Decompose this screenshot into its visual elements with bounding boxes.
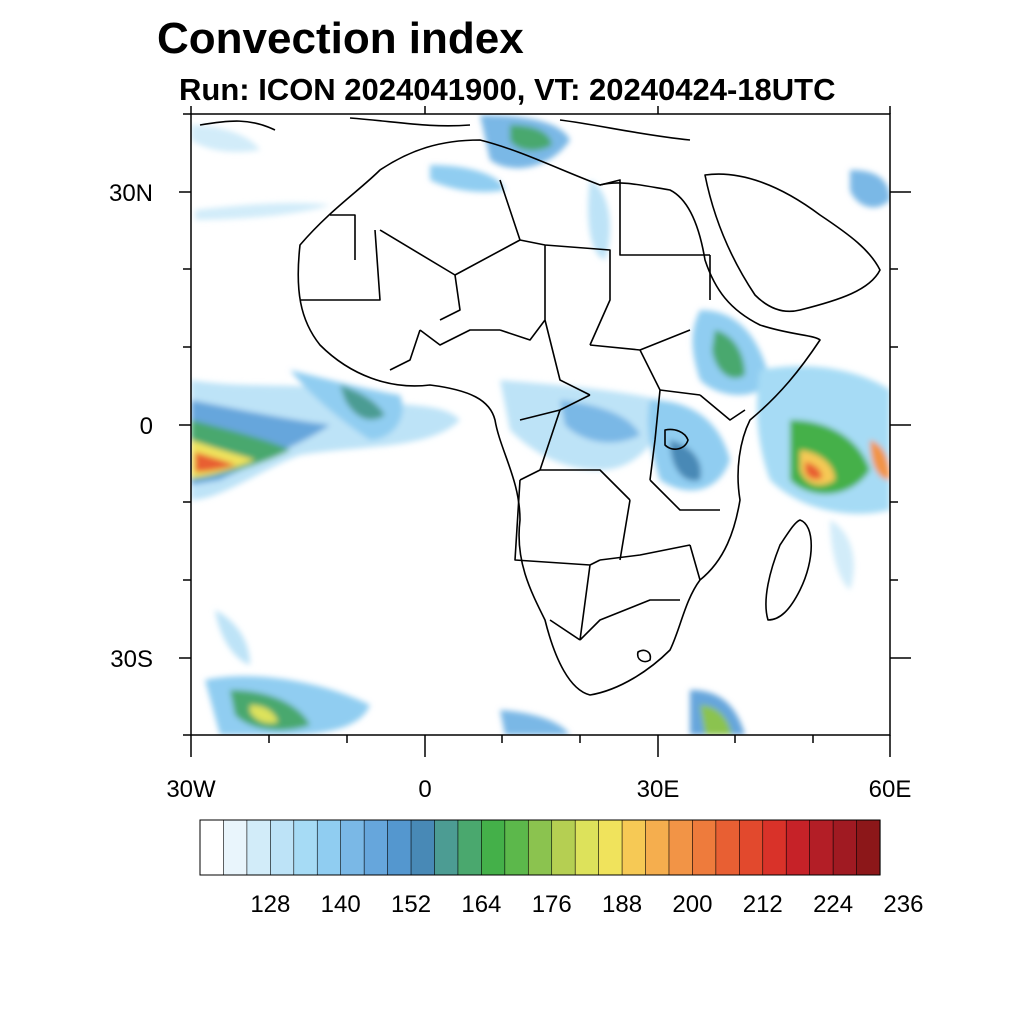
- colorbar-label: 236: [883, 891, 923, 918]
- colorbar-swatch: [340, 819, 365, 876]
- colorbar-swatch: [199, 819, 225, 876]
- colorbar-swatch: [293, 819, 318, 876]
- colorbar-label: 164: [461, 891, 501, 918]
- convection-field: [191, 115, 890, 735]
- colorbar-swatch: [574, 819, 600, 876]
- colorbar-swatch: [598, 819, 623, 876]
- colorbar-swatch: [832, 819, 858, 876]
- lon-label-30w: 30W: [166, 776, 216, 803]
- lon-label-0: 0: [418, 776, 431, 803]
- field-sahara-east: [588, 180, 610, 260]
- field-nw: [191, 125, 260, 152]
- field-victoria: [670, 440, 701, 481]
- colorbar-swatch: [387, 819, 412, 876]
- colorbar-label: 200: [672, 891, 712, 918]
- field-libya: [430, 165, 505, 192]
- colorbar-label: 140: [321, 891, 361, 918]
- mediterranean-north: [199, 117, 691, 141]
- colorbar-labels: 128 140 152 164 176 188 200 212 224 236: [250, 891, 923, 918]
- colorbar-swatch: [246, 819, 271, 876]
- colorbar-swatch: [645, 819, 670, 876]
- colorbar-label: 188: [602, 891, 642, 918]
- lat-label-30n: 30N: [109, 180, 153, 207]
- field-indian-east: [870, 440, 890, 480]
- field-ethiopia-core: [712, 330, 745, 379]
- colorbar-swatch: [410, 819, 436, 876]
- colorbar-swatch: [856, 819, 881, 876]
- colorbar-swatch: [621, 819, 647, 876]
- colorbar-label: 176: [532, 891, 572, 918]
- colorbar-swatch: [692, 819, 717, 876]
- colorbar-swatch: [551, 819, 576, 876]
- colorbar-swatch: [739, 819, 764, 876]
- colorbar-swatch: [223, 819, 248, 876]
- field-swest: [215, 610, 250, 665]
- field-eastafrica: [648, 400, 730, 491]
- colorbar: [199, 819, 881, 876]
- colorbar-swatch: [434, 819, 459, 876]
- lesotho: [636, 649, 652, 663]
- field-satlantic-core: [230, 690, 310, 731]
- coastlines: [199, 117, 881, 696]
- colorbar-swatch: [316, 819, 342, 876]
- lat-label-0: 0: [140, 413, 153, 440]
- field-sind-core: [700, 705, 732, 735]
- colorbar-label: 212: [743, 891, 783, 918]
- colorbar-swatch: [715, 819, 740, 876]
- colorbar-swatch: [504, 819, 529, 876]
- field-satlantic-hot: [250, 705, 278, 724]
- tick-marks: [179, 106, 911, 757]
- field-congo-core: [560, 400, 640, 443]
- country-borders: [300, 179, 746, 641]
- colorbar-swatch: [809, 819, 834, 876]
- lake-victoria: [664, 428, 689, 450]
- field-med-core: [510, 125, 552, 151]
- colorbar-frame: [199, 819, 881, 876]
- colorbar-swatch: [668, 819, 694, 876]
- africa-coastline: [297, 139, 821, 696]
- field-guinea: [290, 370, 403, 440]
- lon-label-30e: 30E: [637, 776, 680, 803]
- lat-label-30s: 30S: [110, 646, 153, 673]
- field-scape: [500, 710, 570, 735]
- colorbar-swatch: [270, 819, 295, 876]
- colorbar-swatch: [785, 819, 811, 876]
- field-guinea-core: [340, 385, 385, 420]
- colorbar-label: 152: [391, 891, 431, 918]
- colorbar-swatch: [457, 819, 482, 876]
- field-arabia: [850, 170, 890, 208]
- field-madagascar-se: [830, 520, 854, 590]
- field-atlantic-max: [195, 452, 236, 472]
- colorbar-swatch: [527, 819, 553, 876]
- colorbar-swatch: [363, 819, 389, 876]
- colorbar-swatch: [762, 819, 787, 876]
- colorbar-label: 128: [250, 891, 290, 918]
- colorbar-label: 224: [813, 891, 853, 918]
- arabia-coastline: [704, 173, 881, 313]
- field-nw2: [195, 202, 330, 220]
- lon-label-60e: 60E: [869, 776, 912, 803]
- colorbar-swatch: [481, 819, 506, 876]
- chart-title: Convection index: [157, 14, 524, 63]
- chart-subtitle: Run: ICON 2024041900, VT: 20240424-18UTC: [179, 72, 836, 107]
- field-indian-max: [805, 462, 822, 480]
- madagascar-coastline: [765, 519, 813, 621]
